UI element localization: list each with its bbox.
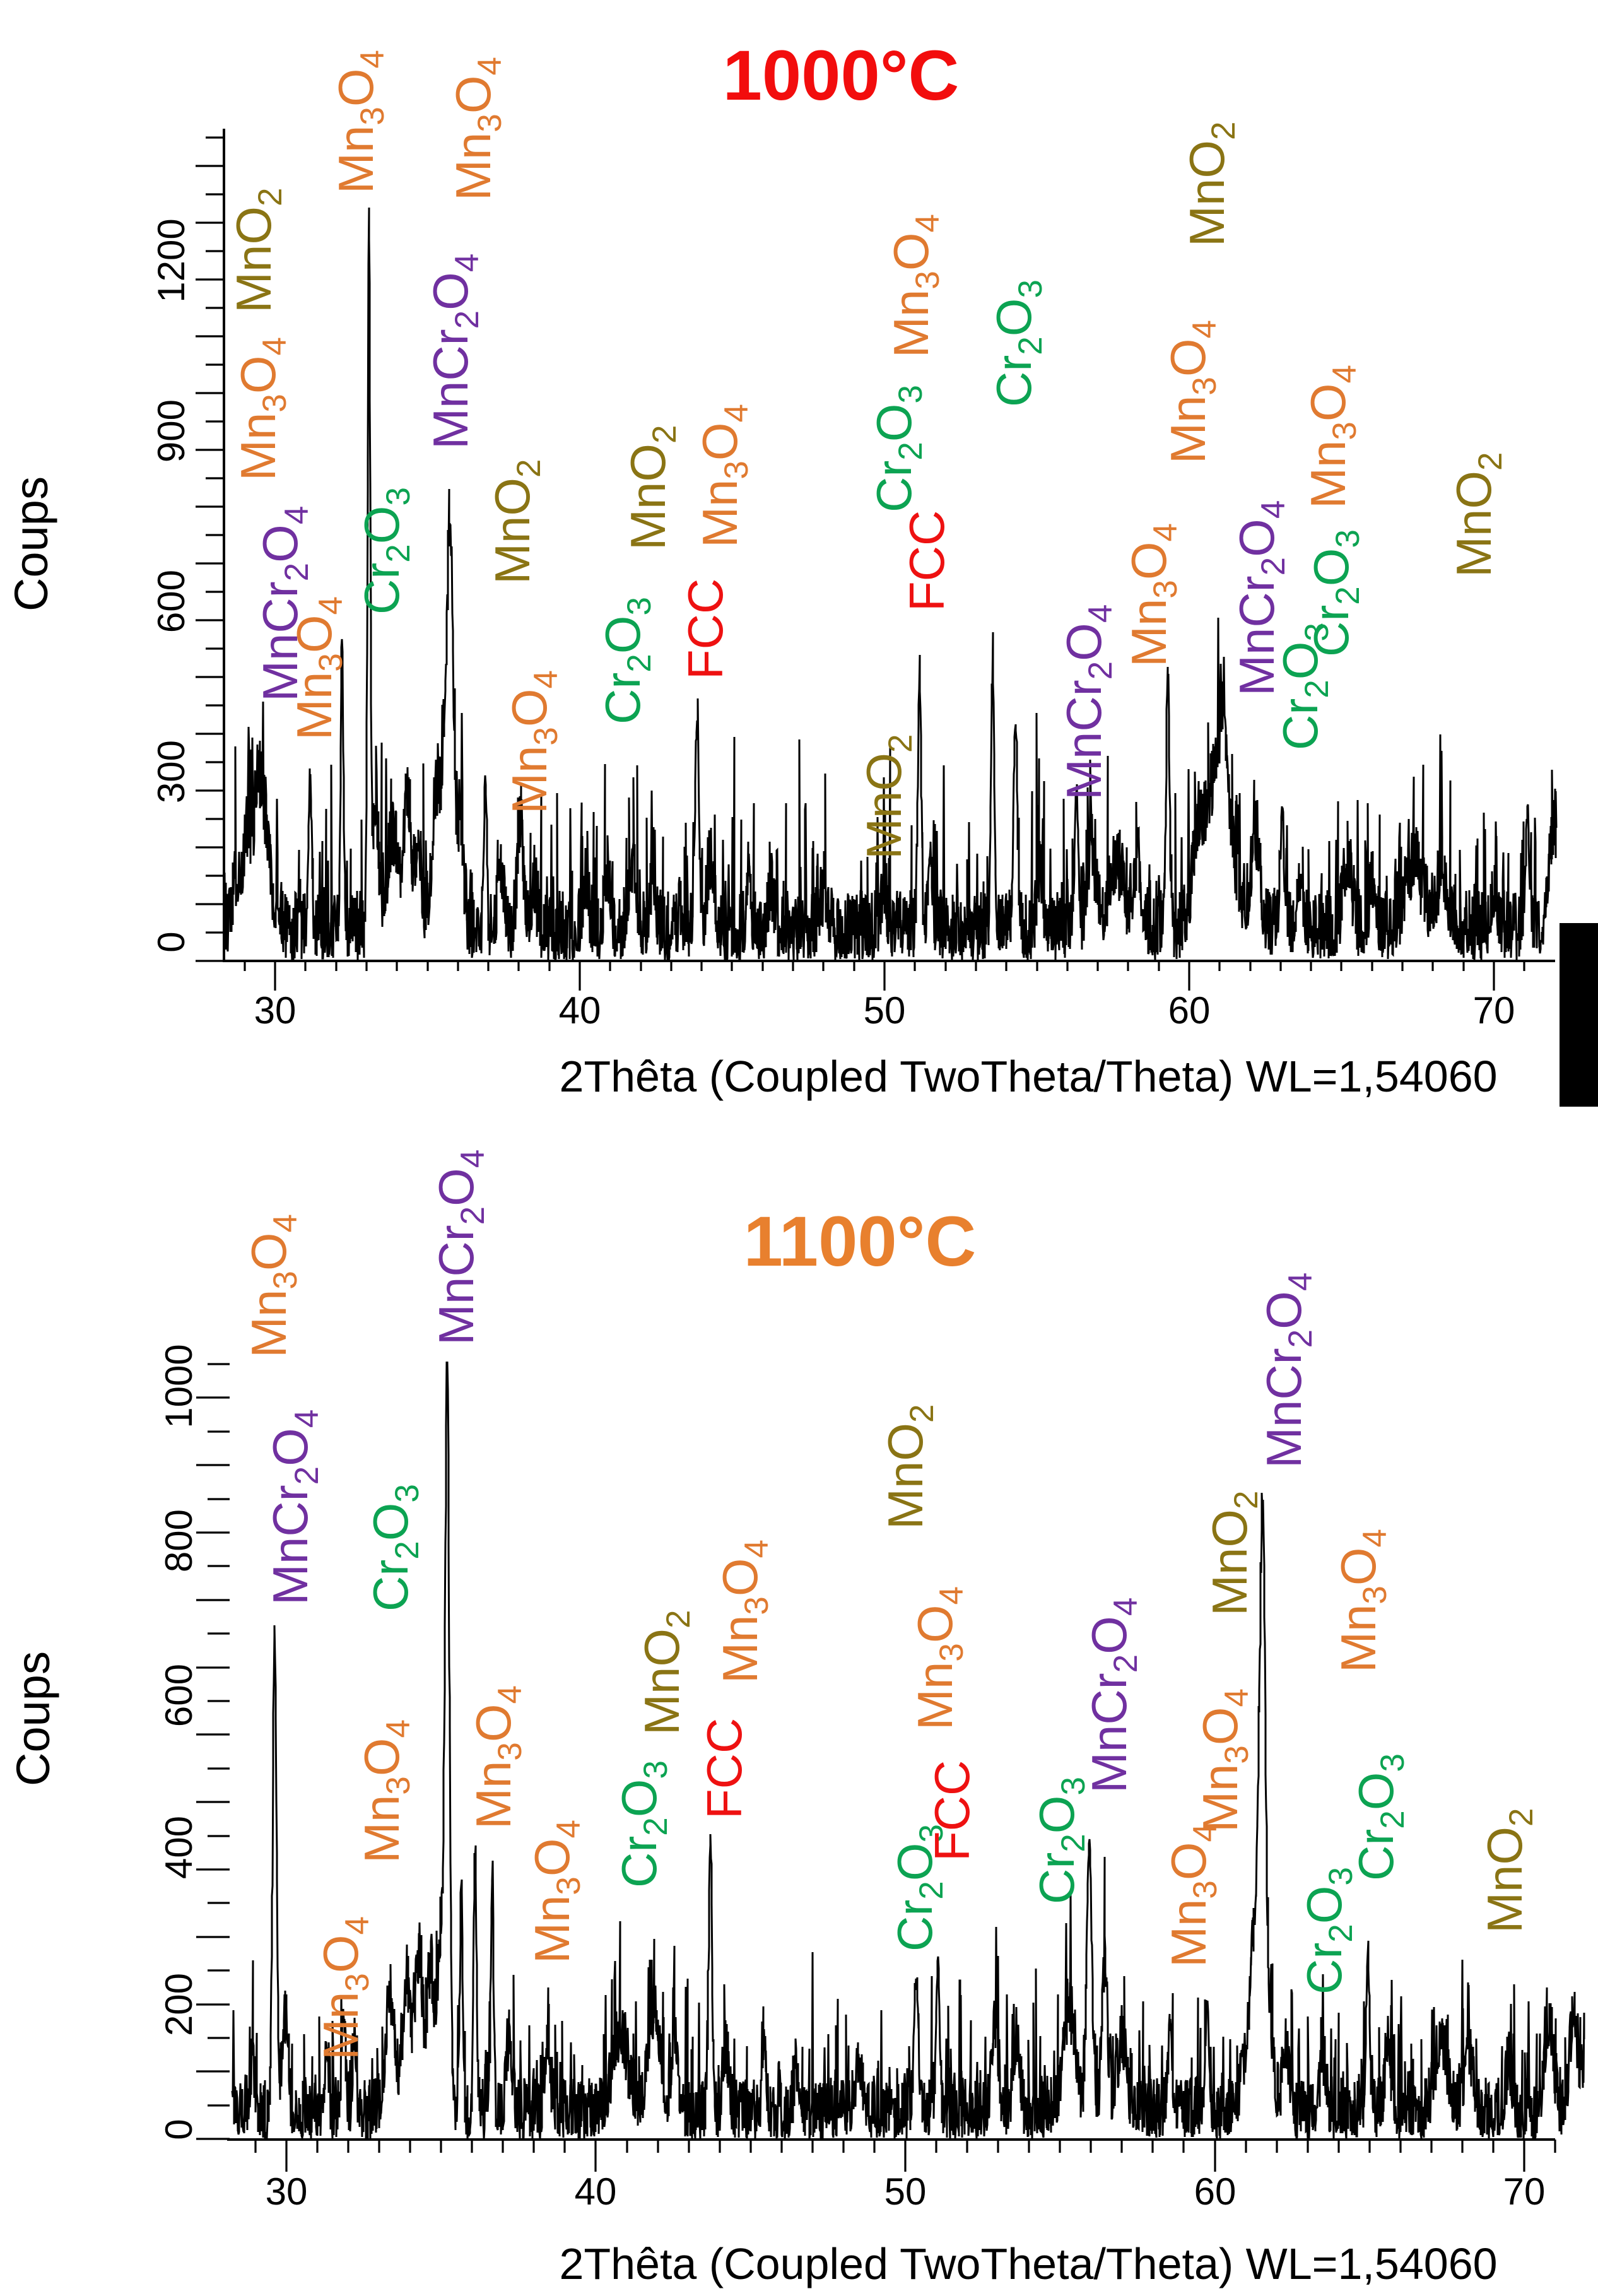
svg-text:50: 50 <box>884 2170 927 2213</box>
svg-text:FCC: FCC <box>696 1718 752 1819</box>
svg-text:60: 60 <box>1194 2170 1237 2213</box>
svg-text:MnCr2O4: MnCr2O4 <box>1256 1273 1319 1468</box>
svg-text:MnCr2O4: MnCr2O4 <box>423 254 486 449</box>
svg-text:Mn3O4: Mn3O4 <box>1161 1823 1224 1967</box>
svg-text:2Thêta (Coupled TwoTheta/Theta: 2Thêta (Coupled TwoTheta/Theta) WL=1,540… <box>559 1052 1497 1101</box>
svg-text:MnCr2O4: MnCr2O4 <box>1081 1598 1144 1793</box>
svg-text:MnO2: MnO2 <box>620 425 683 550</box>
svg-text:MnCr2O4: MnCr2O4 <box>262 1410 326 1605</box>
svg-text:70: 70 <box>1503 2170 1546 2213</box>
svg-text:70: 70 <box>1473 989 1515 1032</box>
svg-text:600: 600 <box>150 570 192 633</box>
svg-text:600: 600 <box>158 1664 200 1727</box>
svg-text:60: 60 <box>1168 989 1211 1032</box>
svg-text:MnCr2O4: MnCr2O4 <box>1229 500 1292 696</box>
svg-text:FCC: FCC <box>678 579 733 680</box>
svg-text:FCC: FCC <box>899 510 955 611</box>
svg-text:Cr2O3: Cr2O3 <box>887 1824 950 1952</box>
svg-text:400: 400 <box>158 1816 200 1879</box>
svg-text:30: 30 <box>254 989 297 1032</box>
svg-text:0: 0 <box>150 931 192 952</box>
svg-text:0: 0 <box>158 2119 200 2140</box>
svg-text:2Thêta (Coupled TwoTheta/Theta: 2Thêta (Coupled TwoTheta/Theta) WL=1,540… <box>559 2239 1497 2288</box>
svg-text:1000°C: 1000°C <box>723 36 960 115</box>
svg-text:300: 300 <box>150 740 192 803</box>
svg-text:Mn3O4: Mn3O4 <box>313 1916 376 2060</box>
svg-text:1200: 1200 <box>150 218 192 302</box>
svg-text:Mn3O4: Mn3O4 <box>1121 523 1184 667</box>
svg-text:30: 30 <box>266 2170 308 2213</box>
svg-text:40: 40 <box>575 2170 617 2213</box>
svg-text:Mn3O4: Mn3O4 <box>692 404 755 548</box>
svg-text:Coups: Coups <box>5 476 57 611</box>
svg-text:MnO2: MnO2 <box>634 1610 697 1735</box>
svg-text:Cr2O3: Cr2O3 <box>354 487 417 615</box>
svg-text:MnO2: MnO2 <box>1446 452 1509 577</box>
svg-text:MnO2: MnO2 <box>485 459 548 584</box>
svg-text:MnO2: MnO2 <box>1202 1490 1265 1616</box>
svg-text:40: 40 <box>559 989 601 1032</box>
svg-text:900: 900 <box>150 399 192 462</box>
svg-text:FCC: FCC <box>924 1760 980 1861</box>
svg-text:MnO2: MnO2 <box>856 734 919 859</box>
svg-text:MnO2: MnO2 <box>1477 1808 1540 1933</box>
svg-text:Mn3O4: Mn3O4 <box>524 1820 587 1963</box>
svg-text:MnO2: MnO2 <box>878 1404 941 1529</box>
svg-text:Cr2O3: Cr2O3 <box>1029 1777 1092 1904</box>
svg-text:Mn3O4: Mn3O4 <box>883 214 946 358</box>
svg-text:200: 200 <box>158 1973 200 2036</box>
svg-text:Coups: Coups <box>7 1651 59 1786</box>
svg-text:MnCr2O4: MnCr2O4 <box>428 1150 491 1345</box>
svg-text:1000: 1000 <box>158 1344 200 1428</box>
svg-text:MnO2: MnO2 <box>1179 121 1242 247</box>
svg-text:Cr2O3: Cr2O3 <box>1296 1867 1360 1994</box>
svg-text:Mn3O4: Mn3O4 <box>712 1539 775 1683</box>
svg-text:Cr2O3: Cr2O3 <box>595 597 658 724</box>
svg-text:800: 800 <box>158 1509 200 1572</box>
svg-text:1100°C: 1100°C <box>744 1202 977 1281</box>
svg-text:MnO2: MnO2 <box>226 187 289 313</box>
svg-text:MnCr2O4: MnCr2O4 <box>252 506 315 702</box>
svg-text:MnCr2O4: MnCr2O4 <box>1056 604 1119 800</box>
svg-text:50: 50 <box>864 989 906 1032</box>
svg-text:Mn3O4: Mn3O4 <box>241 1214 304 1358</box>
